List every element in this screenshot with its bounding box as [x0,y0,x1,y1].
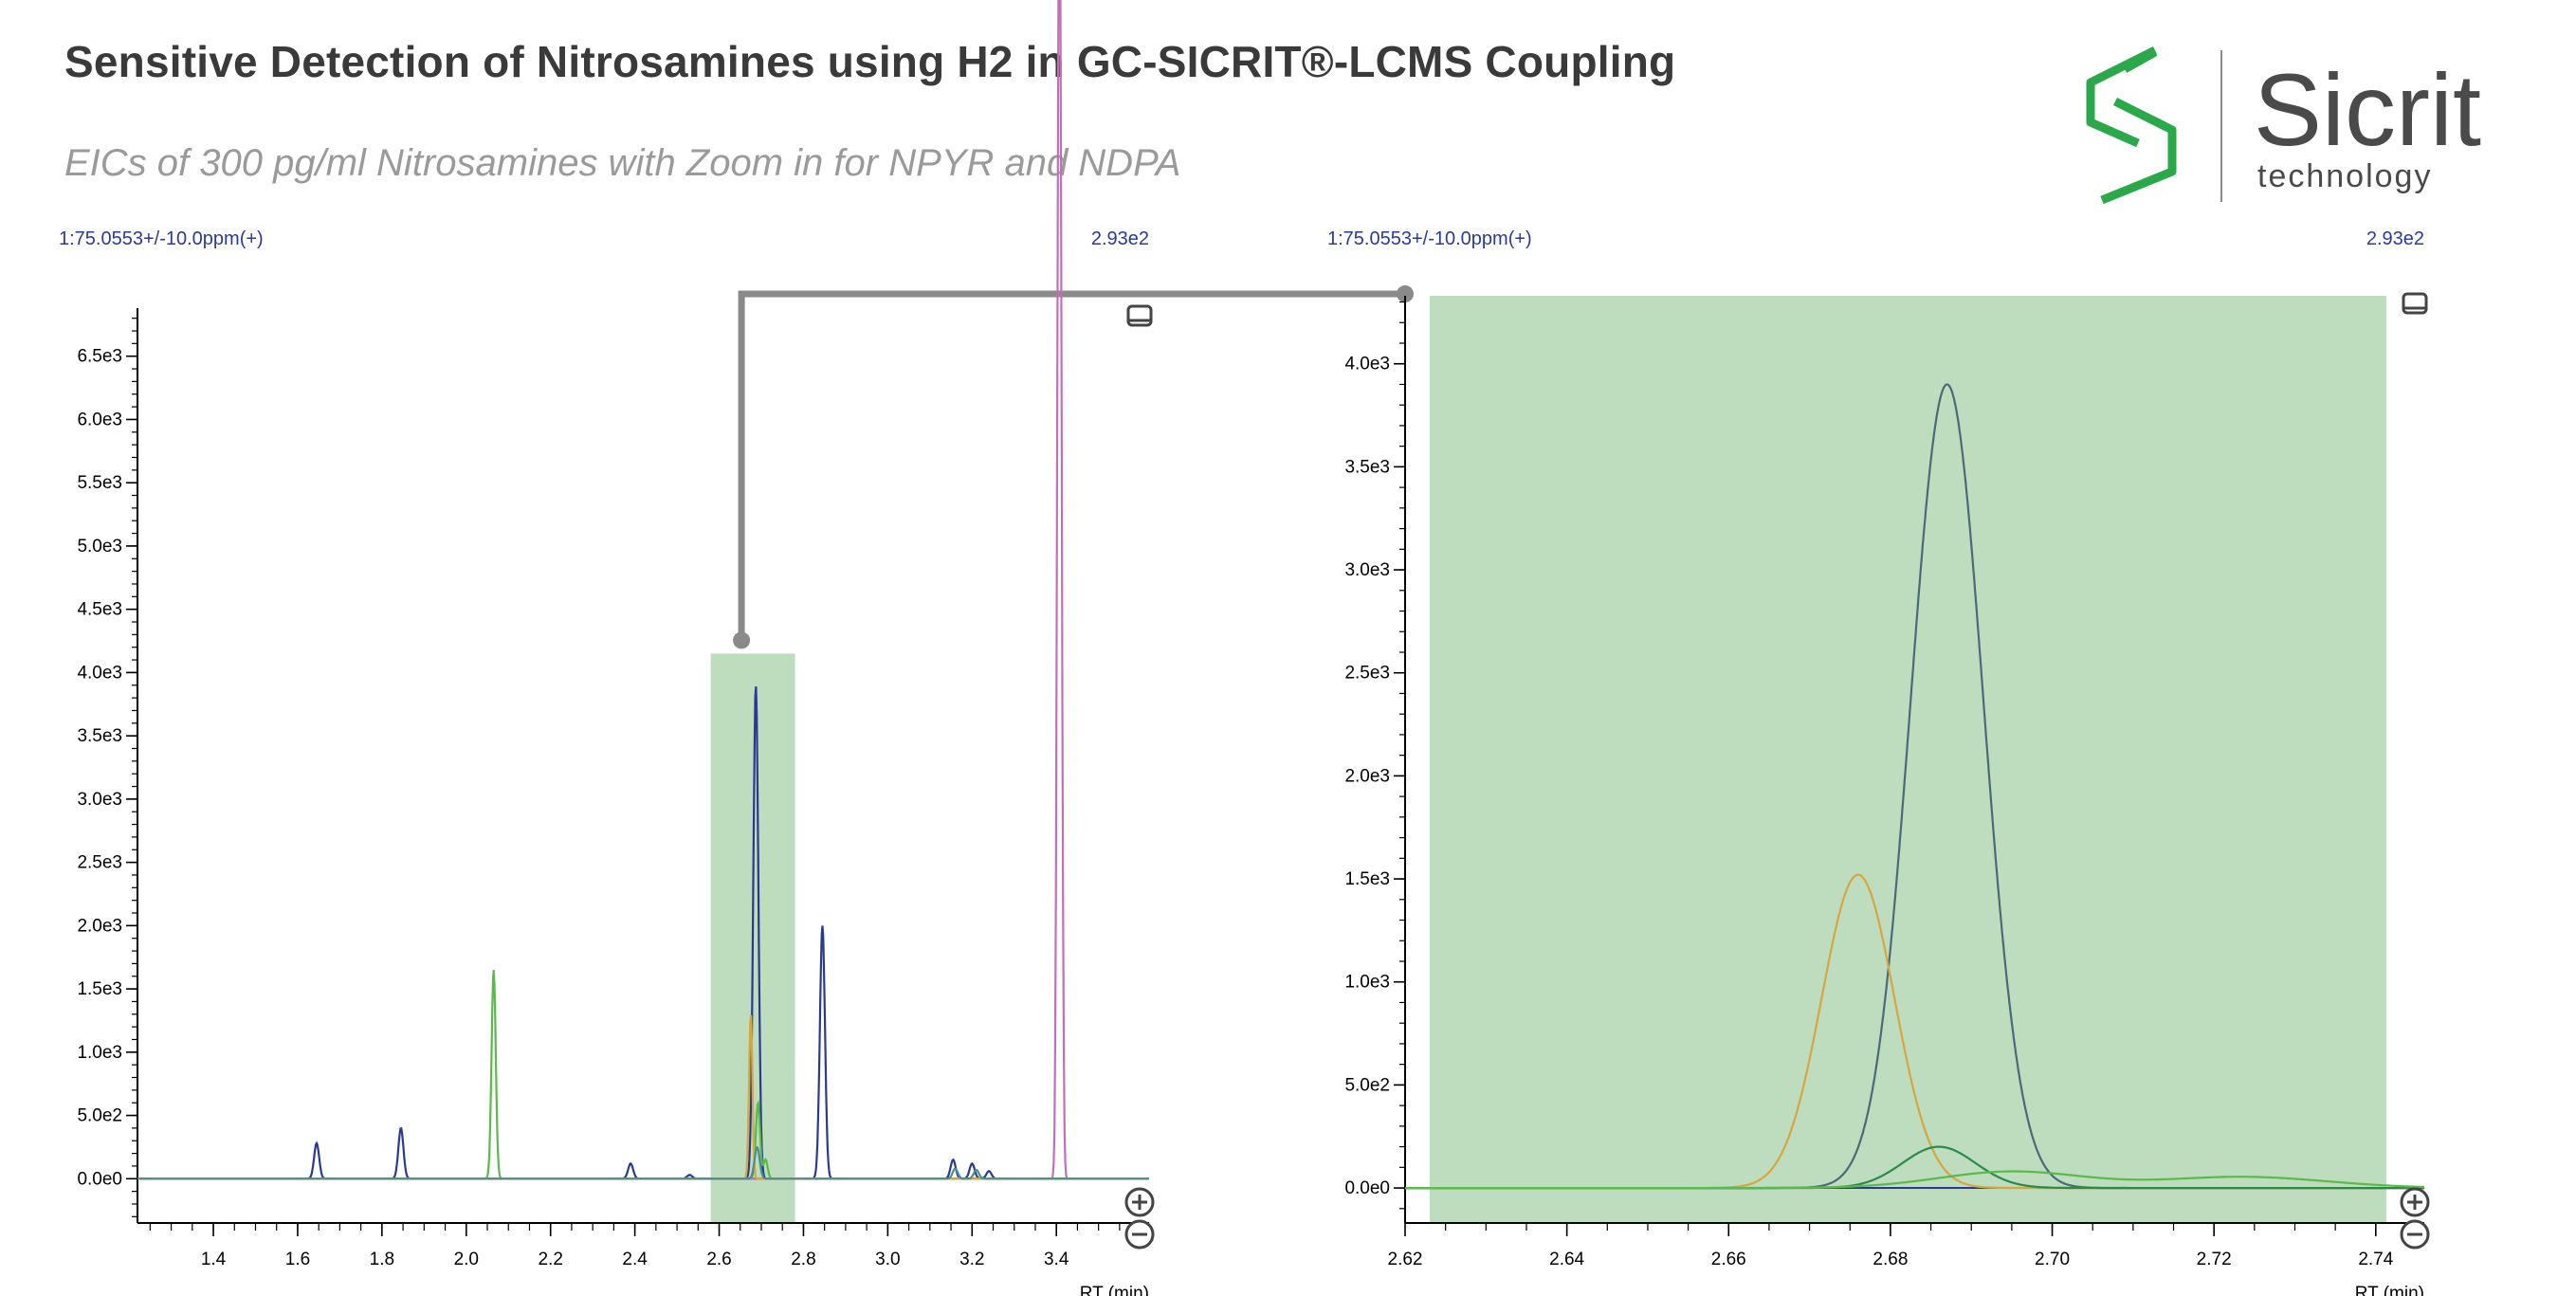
y-tick-label: 4.5e3 [77,600,122,620]
y-tick-label: 2.5e3 [1344,664,1390,684]
y-tick-label: 1.0e3 [77,1043,122,1063]
x-tick-label: 2.4 [622,1250,648,1269]
y-tick-label: 5.0e2 [1344,1075,1390,1095]
y-tick-label: 5.0e3 [77,537,122,557]
y-tick-label: 3.5e3 [77,726,122,746]
trace-label: 1:75.0553+/-10.0ppm(+) [59,228,264,249]
slide-title: Sensitive Detection of Nitrosamines usin… [64,37,1676,86]
y-tick-label: 2.0e3 [77,916,122,936]
y-tick-label: 1.5e3 [1344,869,1390,889]
series-line [1405,1170,2424,1190]
slide-subtitle: EICs of 300 pg/ml Nitrosamines with Zoom… [64,142,1181,184]
x-tick-label: 2.68 [1873,1250,1908,1269]
x-axis-label: RT (min) [1080,1284,1149,1296]
intensity-label: 2.93e2 [1091,228,1149,249]
zoom-in-button[interactable] [2400,1187,2430,1217]
x-tick-label: 2.66 [1711,1250,1746,1269]
trace-label: 1:75.0553+/-10.0ppm(+) [1327,228,1532,249]
y-tick-label: 2.0e3 [1344,766,1390,786]
x-tick-label: 2.0 [454,1250,479,1269]
y-tick-label: 1.5e3 [77,979,122,999]
zoom-out-button[interactable] [1124,1219,1155,1250]
connector-start-dot [733,631,751,649]
y-tick-label: 3.5e3 [1344,457,1390,477]
x-tick-label: 2.74 [2358,1250,2393,1269]
y-tick-label: 5.0e2 [77,1106,122,1126]
y-tick-label: 4.0e3 [77,663,122,683]
x-tick-label: 2.8 [791,1250,815,1269]
zoom-connector [733,285,1414,649]
x-axis-label: RT (min) [2355,1284,2424,1296]
logo-wordmark: Sicrit [2254,52,2481,167]
chromatogram-overview: 1:75.0553+/-10.0ppm(+) 2.93e2 0.0e0 5.0e2 1.… [59,0,1155,1296]
zoom-reset-button[interactable] [2402,292,2428,315]
x-tick-label: 2.64 [1549,1250,1584,1269]
series-line [137,1014,1149,1180]
x-tick-label: 3.0 [875,1250,900,1269]
series-line [137,1146,1149,1180]
x-tick-label: 2.6 [706,1250,731,1269]
y-tick-label: 2.5e3 [77,853,122,873]
y-tick-label: 6.5e3 [77,347,122,367]
x-tick-label: 2.72 [2197,1250,2232,1269]
x-tick-label: 3.4 [1044,1250,1069,1269]
y-tick-label: 6.0e3 [77,410,122,429]
sicrit-s-icon [2086,46,2177,205]
logo-tagline: technology [2257,158,2432,194]
zoom-reset-button[interactable] [1126,304,1153,327]
intensity-label: 2.93e2 [2366,228,2424,249]
y-tick-label: 4.0e3 [1344,355,1390,374]
y-tick-label: 3.0e3 [77,790,122,810]
x-tick-label: 2.62 [1388,1250,1423,1269]
x-tick-label: 3.2 [959,1250,984,1269]
x-tick-label: 1.8 [370,1250,394,1269]
sicrit-logo: Sicrit technology [2086,46,2481,205]
zoom-background [1430,296,2386,1223]
y-tick-label: 0.0e0 [1344,1178,1390,1198]
series-line [137,0,1149,1180]
zoom-out-button[interactable] [2400,1219,2430,1250]
connector-line [738,290,1405,641]
x-tick-label: 1.4 [201,1250,227,1269]
y-tick-label: 3.0e3 [1344,560,1390,580]
zoom-in-button[interactable] [1124,1187,1155,1217]
y-tick-label: 1.0e3 [1344,973,1390,993]
chromatogram-zoom: 1:75.0553+/-10.0ppm(+) 2.93e2 0.0e0 5.0e2 1.… [1327,228,2430,1296]
y-tick-label: 5.5e3 [77,473,122,493]
series-line [137,970,1149,1180]
x-tick-label: 2.70 [2035,1250,2070,1269]
x-tick-label: 2.2 [538,1250,562,1269]
connector-end-dot [1397,285,1414,302]
y-tick-label: 0.0e0 [77,1169,122,1189]
series-line [137,686,1149,1180]
x-tick-label: 1.6 [285,1250,310,1269]
